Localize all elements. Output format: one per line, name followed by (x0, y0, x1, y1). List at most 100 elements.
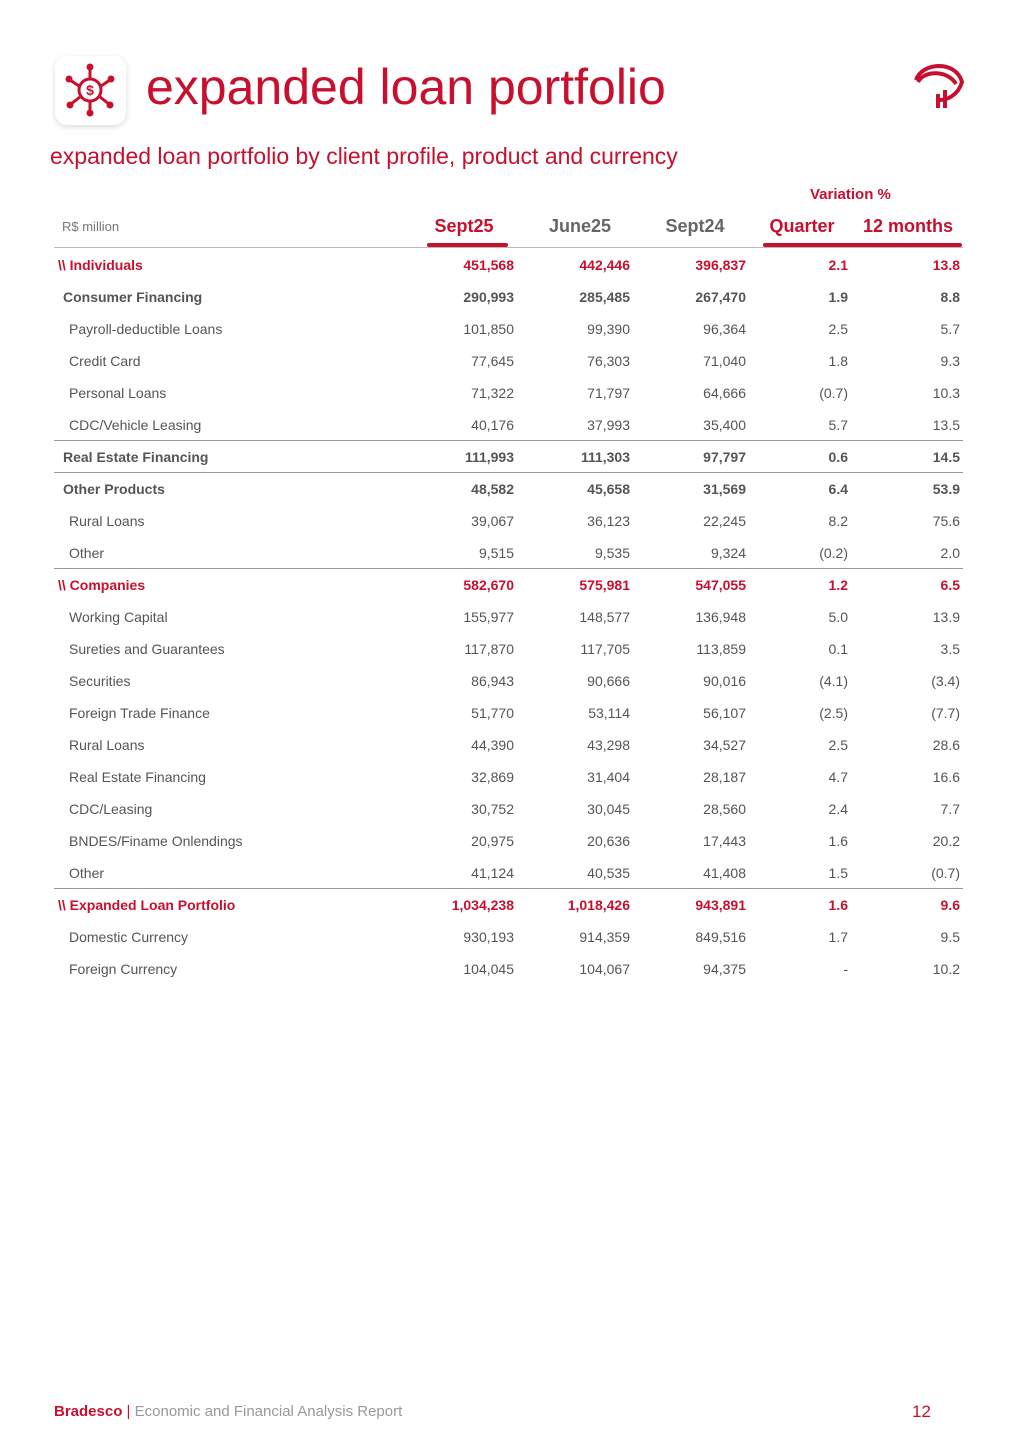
cell-value: 44,390 (471, 737, 514, 753)
cell-value: 43,298 (587, 737, 630, 753)
cell-value: 28.6 (932, 737, 960, 753)
row-rule (54, 440, 963, 441)
variation-header: Variation % (810, 186, 891, 203)
cell-value: 30,752 (471, 801, 514, 817)
row-label: \\ Expanded Loan Portfolio (58, 897, 236, 913)
cell-value: 1.6 (828, 833, 848, 849)
row-label: \\ Individuals (58, 257, 143, 273)
row-label: \\ Companies (58, 577, 146, 593)
cell-value: 97,797 (703, 449, 746, 465)
svg-text:$: $ (86, 82, 94, 98)
cell-value: 111,993 (464, 449, 514, 465)
cell-value: (3.4) (931, 673, 960, 689)
cell-value: 48,582 (471, 481, 514, 497)
column-underline (763, 243, 962, 247)
cell-value: 10.3 (932, 385, 960, 401)
cell-value: - (843, 961, 848, 977)
row-label: Sureties and Guarantees (69, 641, 225, 657)
row-label: Payroll-deductible Loans (69, 321, 223, 337)
cell-value: 148,577 (579, 609, 630, 625)
cell-value: 9,324 (710, 545, 746, 561)
cell-value: 117,705 (580, 641, 630, 657)
cell-value: 41,408 (703, 865, 746, 881)
cell-value: 41,124 (471, 865, 514, 881)
cell-value: 7.7 (940, 801, 960, 817)
row-label: Foreign Trade Finance (69, 705, 210, 721)
cell-value: 1.7 (828, 929, 848, 945)
cell-value: 396,837 (695, 257, 746, 273)
cell-value: 575,981 (579, 577, 630, 593)
cell-value: 1.8 (828, 353, 848, 369)
cell-value: 9.5 (940, 929, 960, 945)
unit: R$ million (62, 219, 120, 234)
cell-value: 76,303 (587, 353, 630, 369)
cell-value: 442,446 (579, 257, 630, 273)
cell-value: 582,670 (463, 577, 514, 593)
page-title: expanded loan portfolio (146, 59, 666, 115)
cell-value: 53.9 (932, 481, 960, 497)
cell-value: 5.7 (940, 321, 960, 337)
cell-value: 3.5 (940, 641, 960, 657)
footer-report: Economic and Financial Analysis Report (134, 1403, 403, 1420)
cell-value: 943,891 (695, 897, 746, 913)
row-label: Domestic Currency (69, 929, 189, 945)
cell-value: 104,045 (463, 961, 514, 977)
cell-value: 75.6 (932, 513, 960, 529)
cell-value: 71,040 (703, 353, 746, 369)
cell-value: (0.2) (819, 545, 848, 561)
row-label: CDC/Vehicle Leasing (69, 417, 202, 433)
cell-value: 8.8 (940, 289, 960, 305)
cell-value: 30,045 (587, 801, 630, 817)
cell-value: 2.4 (828, 801, 848, 817)
cell-value: 1.6 (828, 897, 848, 913)
row-label: Consumer Financing (63, 289, 203, 305)
cell-value: 9.3 (940, 353, 960, 369)
row-label: Working Capital (69, 609, 168, 625)
cell-value: 136,948 (695, 609, 746, 625)
cell-value: 45,658 (587, 481, 630, 497)
cell-value: 13.5 (932, 417, 960, 433)
row-label: Real Estate Financing (69, 769, 206, 785)
cell-value: 56,107 (703, 705, 746, 721)
cell-value: 64,666 (703, 385, 746, 401)
cell-value: 451,568 (463, 257, 514, 273)
header-rule (54, 247, 963, 248)
cell-value: 9.6 (940, 897, 960, 913)
cell-value: 0.6 (828, 449, 848, 465)
subtitle: expanded loan portfolio by client profil… (50, 143, 678, 169)
cell-value: 32,869 (471, 769, 514, 785)
cell-value: (0.7) (819, 385, 848, 401)
cell-value: 5.7 (828, 417, 848, 433)
cell-value: 36,123 (587, 513, 630, 529)
row-label: Real Estate Financing (63, 449, 209, 465)
row-rule (54, 888, 963, 889)
cell-value: 285,485 (579, 289, 630, 305)
cell-value: 1.9 (828, 289, 848, 305)
cell-value: 2.1 (828, 257, 848, 273)
row-rule (54, 568, 963, 569)
cell-value: 20,636 (587, 833, 630, 849)
column-header: Sept24 (665, 216, 725, 236)
cell-value: 40,535 (587, 865, 630, 881)
cell-value: 71,797 (587, 385, 630, 401)
row-label: Foreign Currency (69, 961, 178, 977)
cell-value: 35,400 (703, 417, 746, 433)
row-label: Credit Card (69, 353, 141, 369)
cell-value: 53,114 (588, 705, 630, 721)
cell-value: 1.5 (828, 865, 848, 881)
cell-value: 6.5 (940, 577, 960, 593)
cell-value: 290,993 (463, 289, 514, 305)
cell-value: 9,535 (594, 545, 630, 561)
cell-value: 113,859 (696, 641, 746, 657)
row-label: Other (69, 865, 105, 881)
cell-value: 930,193 (463, 929, 514, 945)
cell-value: 914,359 (579, 929, 630, 945)
row-rule (54, 472, 963, 473)
cell-value: 13.8 (932, 257, 960, 273)
row-label: Personal Loans (69, 385, 167, 401)
row-label: Rural Loans (69, 513, 145, 529)
icon: $ (65, 63, 115, 117)
row-label: BNDES/Finame Onlendings (69, 833, 243, 849)
cell-value: 2.0 (940, 545, 960, 561)
cell-value: 6.4 (828, 481, 848, 497)
